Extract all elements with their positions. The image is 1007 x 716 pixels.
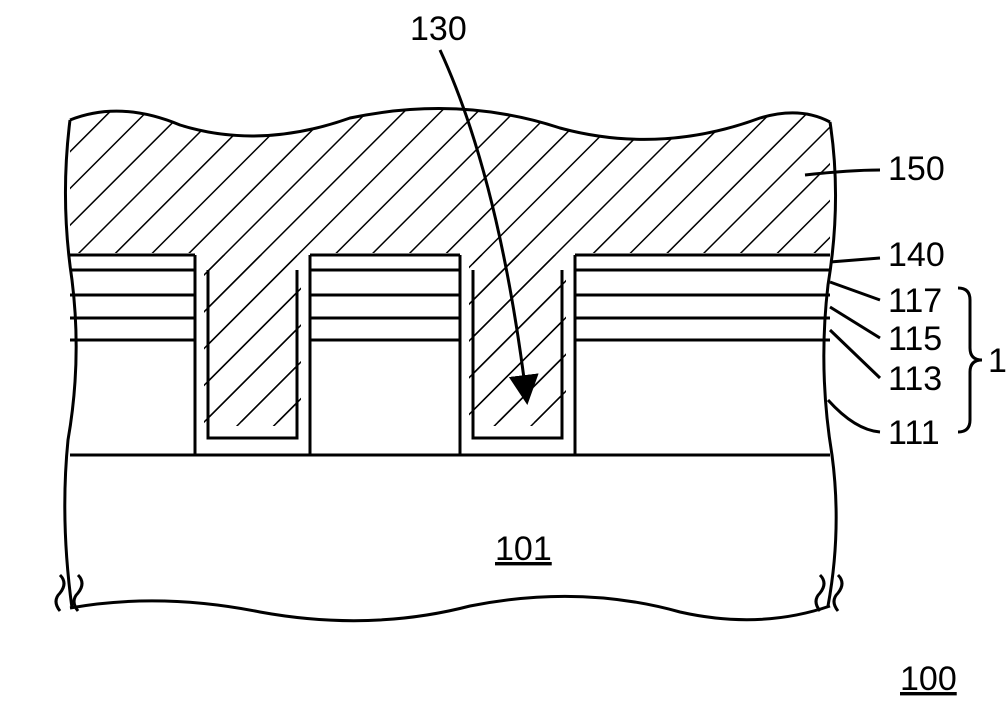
label-120: 120 (988, 342, 1007, 380)
bracket-120 (958, 288, 982, 432)
bottom-wavy-edge (70, 596, 830, 620)
leader-113 (830, 330, 880, 378)
label-101: 101 (495, 530, 552, 568)
label-150: 150 (888, 150, 945, 188)
label-115: 115 (888, 320, 942, 358)
leader-115 (830, 307, 880, 338)
label-140: 140 (888, 236, 945, 274)
label-111: 111 (888, 414, 940, 452)
label-113: 113 (888, 360, 942, 398)
label-130: 130 (410, 10, 467, 48)
leader-140 (830, 258, 880, 262)
leader-111 (828, 400, 880, 432)
leader-117 (830, 282, 880, 300)
label-117: 117 (888, 282, 942, 320)
cross-section-diagram: 130 150 140 117 115 113 111 120 101 100 (0, 0, 1007, 716)
label-100: 100 (900, 660, 957, 698)
